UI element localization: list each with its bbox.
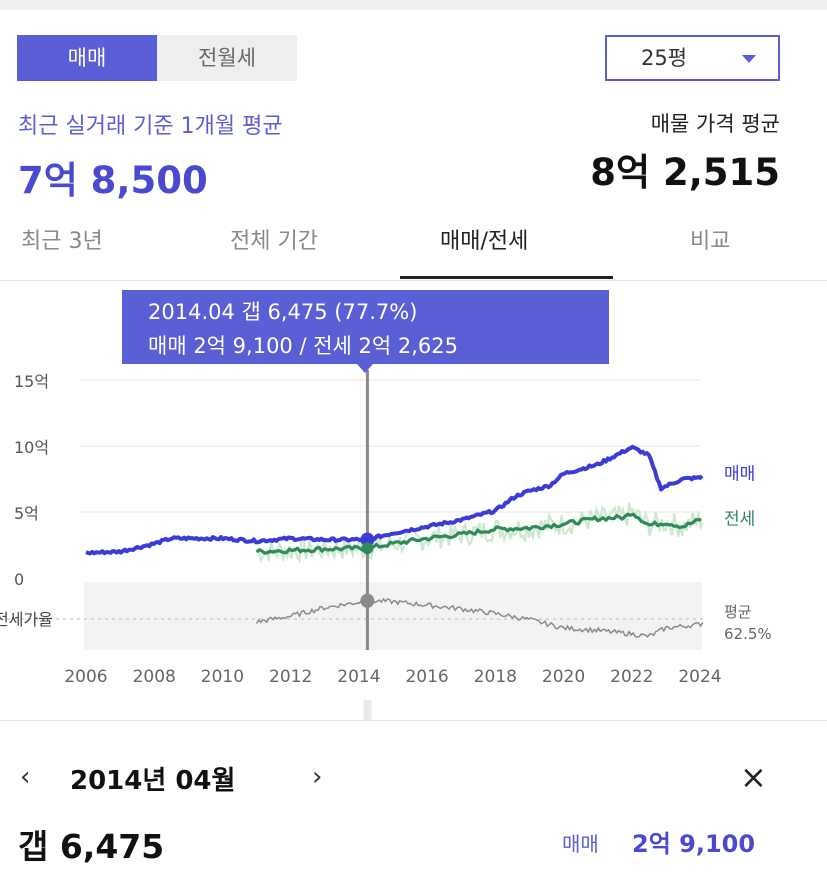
sale-series-label: 매매 — [724, 465, 755, 485]
tooltip-gap-line: 2014.04 갭 6,475 (77.7%) — [148, 300, 418, 324]
active-tab-indicator — [400, 276, 613, 279]
y-tick-label: 0 — [14, 570, 24, 589]
listing-average-label: 매물 가격 평균 — [650, 112, 780, 136]
x-tick-label: 2024 — [678, 667, 721, 687]
period-tabs: 최근 3년 전체 기간 매매/전세 비교 — [0, 218, 827, 281]
close-icon[interactable]: × — [740, 758, 767, 796]
detail-card — [0, 720, 827, 873]
sale-series-line — [85, 444, 704, 556]
ratio-average-label: 평균 — [724, 603, 752, 621]
x-tick-label: 2012 — [269, 667, 312, 687]
jeonse-selected-point — [361, 542, 374, 555]
jeonse-series-line — [255, 512, 702, 555]
x-tick-label: 2018 — [474, 667, 517, 687]
chevron-right-icon[interactable]: › — [312, 762, 323, 792]
ratio-selected-point — [360, 593, 375, 608]
recent-average-price: 7억 8,500 — [18, 159, 208, 202]
tab-all-period[interactable]: 전체 기간 — [230, 229, 318, 254]
y-tick-label: 10억 — [14, 438, 49, 457]
x-tick-label: 2022 — [610, 667, 653, 687]
x-tick-label: 2016 — [405, 667, 448, 687]
tab-recent-3y[interactable]: 최근 3년 — [21, 229, 103, 254]
sale-price-value: 2억 9,100 — [632, 830, 756, 858]
x-tick-label: 2008 — [133, 667, 176, 687]
deal-type-toggle: 매매 전월세 — [17, 35, 297, 81]
selected-date-handle — [363, 700, 372, 720]
tab-compare[interactable]: 비교 — [690, 229, 731, 254]
jeonse-series-label: 전세 — [724, 510, 755, 530]
x-tick-label: 2014 — [337, 667, 380, 687]
deal-type-sale-button[interactable]: 매매 — [17, 35, 157, 81]
ratio-series-line — [255, 597, 704, 639]
y-tick-label: 5억 — [14, 504, 39, 523]
x-tick-label: 2010 — [201, 667, 244, 687]
price-chart[interactable]: 0 5억 10억 15억 2006 2008 2010 2012 2014 2016 2018 202… — [0, 280, 827, 720]
y-tick-label: 15억 — [14, 372, 49, 391]
x-tick-label: 2006 — [64, 667, 107, 687]
ratio-strip-background — [84, 582, 702, 650]
listing-average-price: 8억 2,515 — [590, 151, 780, 194]
ratio-average-value: 62.5% — [724, 625, 772, 643]
selected-date: 2014년 04월 — [70, 766, 236, 796]
tooltip-arrow — [357, 364, 373, 373]
recent-average-label: 최근 실거래 기준 1개월 평균 — [18, 114, 283, 139]
sale-price-label: 매매 — [562, 832, 599, 856]
gap-value: 갭 6,475 — [18, 827, 165, 866]
x-tick-label: 2020 — [542, 667, 585, 687]
area-dropdown-value: 25평 — [641, 46, 688, 70]
chevron-left-icon[interactable]: ‹ — [20, 762, 31, 792]
tab-sale-jeonse[interactable]: 매매/전세 — [440, 229, 529, 254]
sale-selected-point — [360, 532, 375, 547]
deal-type-rent-button[interactable]: 전월세 — [198, 46, 256, 70]
tooltip-price-line: 매매 2억 9,100 / 전세 2억 2,625 — [148, 334, 459, 358]
caret-down-icon — [742, 55, 756, 63]
top-strip — [0, 0, 827, 10]
area-dropdown[interactable]: 25평 — [605, 35, 780, 81]
ratio-label: 전세가율 — [0, 610, 53, 629]
chart-tooltip: 2014.04 갭 6,475 (77.7%) 매매 2억 9,100 / 전세… — [122, 290, 609, 364]
